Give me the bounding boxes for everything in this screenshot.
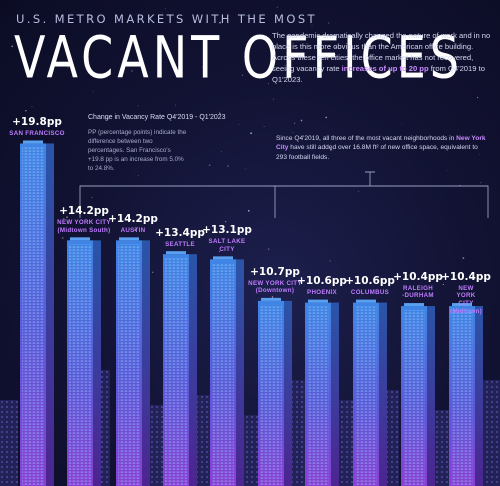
legend-body: PP (percentage points) indicate the diff… xyxy=(88,129,187,172)
bar-windows xyxy=(22,147,44,486)
bar-0 xyxy=(20,140,54,486)
note-highlight: New York City xyxy=(276,135,486,152)
bar-windows xyxy=(451,310,473,486)
bar-cap xyxy=(23,140,43,144)
bar-value-label: +14.2pp xyxy=(59,205,109,218)
bar-cap xyxy=(308,299,328,303)
bar-value-label: +10.6pp xyxy=(297,275,347,288)
bar-category-label: NEW YORK CITY (Midtown South) xyxy=(57,219,111,234)
bar-category-label: SAN FRANCISCO xyxy=(9,129,65,137)
page-title: VACANT OFFICES xyxy=(14,23,463,91)
bar-category-label: RALEIGH -DURHAM xyxy=(402,284,434,300)
intro-paragraph: The pandemic dramatically changed the na… xyxy=(272,30,492,85)
bar-3 xyxy=(163,251,197,486)
bar-cap xyxy=(213,256,233,260)
bar-cap xyxy=(404,303,424,307)
background-building-windows xyxy=(385,390,399,486)
bar-windows xyxy=(260,304,282,486)
bar-cap xyxy=(356,299,376,303)
bar-category-label: PHOENIX xyxy=(307,289,337,297)
bar-value-label: +14.2pp xyxy=(108,212,158,225)
bar-side xyxy=(236,259,244,486)
intro-text-end: from Q4'2019 to Q1'2023. xyxy=(272,64,485,84)
bar-value-label: +19.8pp xyxy=(12,115,62,128)
bar-side xyxy=(46,143,54,486)
bar-value-label: +10.4pp xyxy=(441,270,491,283)
bar-windows xyxy=(212,263,234,486)
bar-category-label: AUSTIN xyxy=(120,226,146,234)
background-building-windows xyxy=(242,415,260,486)
bar-windows xyxy=(165,258,187,486)
legend-title: Change in Vacancy Rate Q4'2019 - Q1'2023 xyxy=(88,114,226,121)
bar-cap xyxy=(261,297,281,301)
bar-windows xyxy=(69,244,91,486)
bar-7 xyxy=(353,299,387,486)
background-building-windows xyxy=(196,395,212,486)
bar-windows xyxy=(118,244,140,486)
bar-side xyxy=(331,302,339,486)
nyc-note: Since Q4'2019, all three of the most vac… xyxy=(276,134,486,162)
background-building-windows xyxy=(480,380,500,486)
bar-1 xyxy=(67,237,101,486)
bar-side xyxy=(379,302,387,486)
bar-8 xyxy=(401,303,435,486)
bar-cap xyxy=(119,237,139,241)
bar-windows xyxy=(403,310,425,486)
background-building-windows xyxy=(0,400,18,486)
intro-highlight: increases of up to 20 pp xyxy=(341,64,429,73)
bar-4 xyxy=(210,256,244,486)
bar-category-label: SALT LAKE CITY xyxy=(208,238,246,253)
bar-value-label: +13.4pp xyxy=(155,226,205,239)
bar-windows xyxy=(307,306,329,486)
bar-category-label: SEATTLE xyxy=(165,240,195,248)
bar-2 xyxy=(116,237,150,486)
bar-category-label: NEW YORK CITY (Midtown) xyxy=(450,284,482,315)
bar-side xyxy=(93,240,101,486)
intro-text-start: The pandemic dramatically changed the na… xyxy=(272,31,491,73)
nyc-bracket-links xyxy=(79,185,275,218)
note-text-start: Since Q4'2019, all three of the most vac… xyxy=(276,135,457,142)
bar-cap xyxy=(452,303,472,307)
bar-value-label: +10.6pp xyxy=(345,275,395,288)
title-kicker: U.S. METRO MARKETS WITH THE MOST xyxy=(16,12,317,26)
bars-layer xyxy=(20,140,483,486)
background-building-windows xyxy=(335,400,355,486)
bar-category-label: NEW YORK CITY (Downtown) xyxy=(248,279,302,295)
bar-windows xyxy=(355,306,377,486)
nyc-bracket xyxy=(274,171,489,218)
background-building-windows xyxy=(290,380,306,486)
bar-cap xyxy=(166,251,186,255)
bar-category-label: COLUMBUS xyxy=(350,289,390,297)
bar-cap xyxy=(70,237,90,241)
bar-side xyxy=(427,306,435,486)
bar-9 xyxy=(449,303,483,486)
bar-6 xyxy=(305,299,339,486)
background-skyline xyxy=(0,370,500,486)
note-text-end: have still added over 16.8M ft² of new o… xyxy=(276,144,478,161)
bar-value-label: +10.4pp xyxy=(393,270,443,283)
bar-value-label: +13.1pp xyxy=(202,224,252,237)
bar-side xyxy=(142,240,150,486)
bar-5 xyxy=(258,297,292,486)
bar-side xyxy=(284,300,292,486)
bar-value-label: +10.7pp xyxy=(250,265,300,278)
bar-side xyxy=(189,254,197,486)
bar-side xyxy=(475,306,483,486)
